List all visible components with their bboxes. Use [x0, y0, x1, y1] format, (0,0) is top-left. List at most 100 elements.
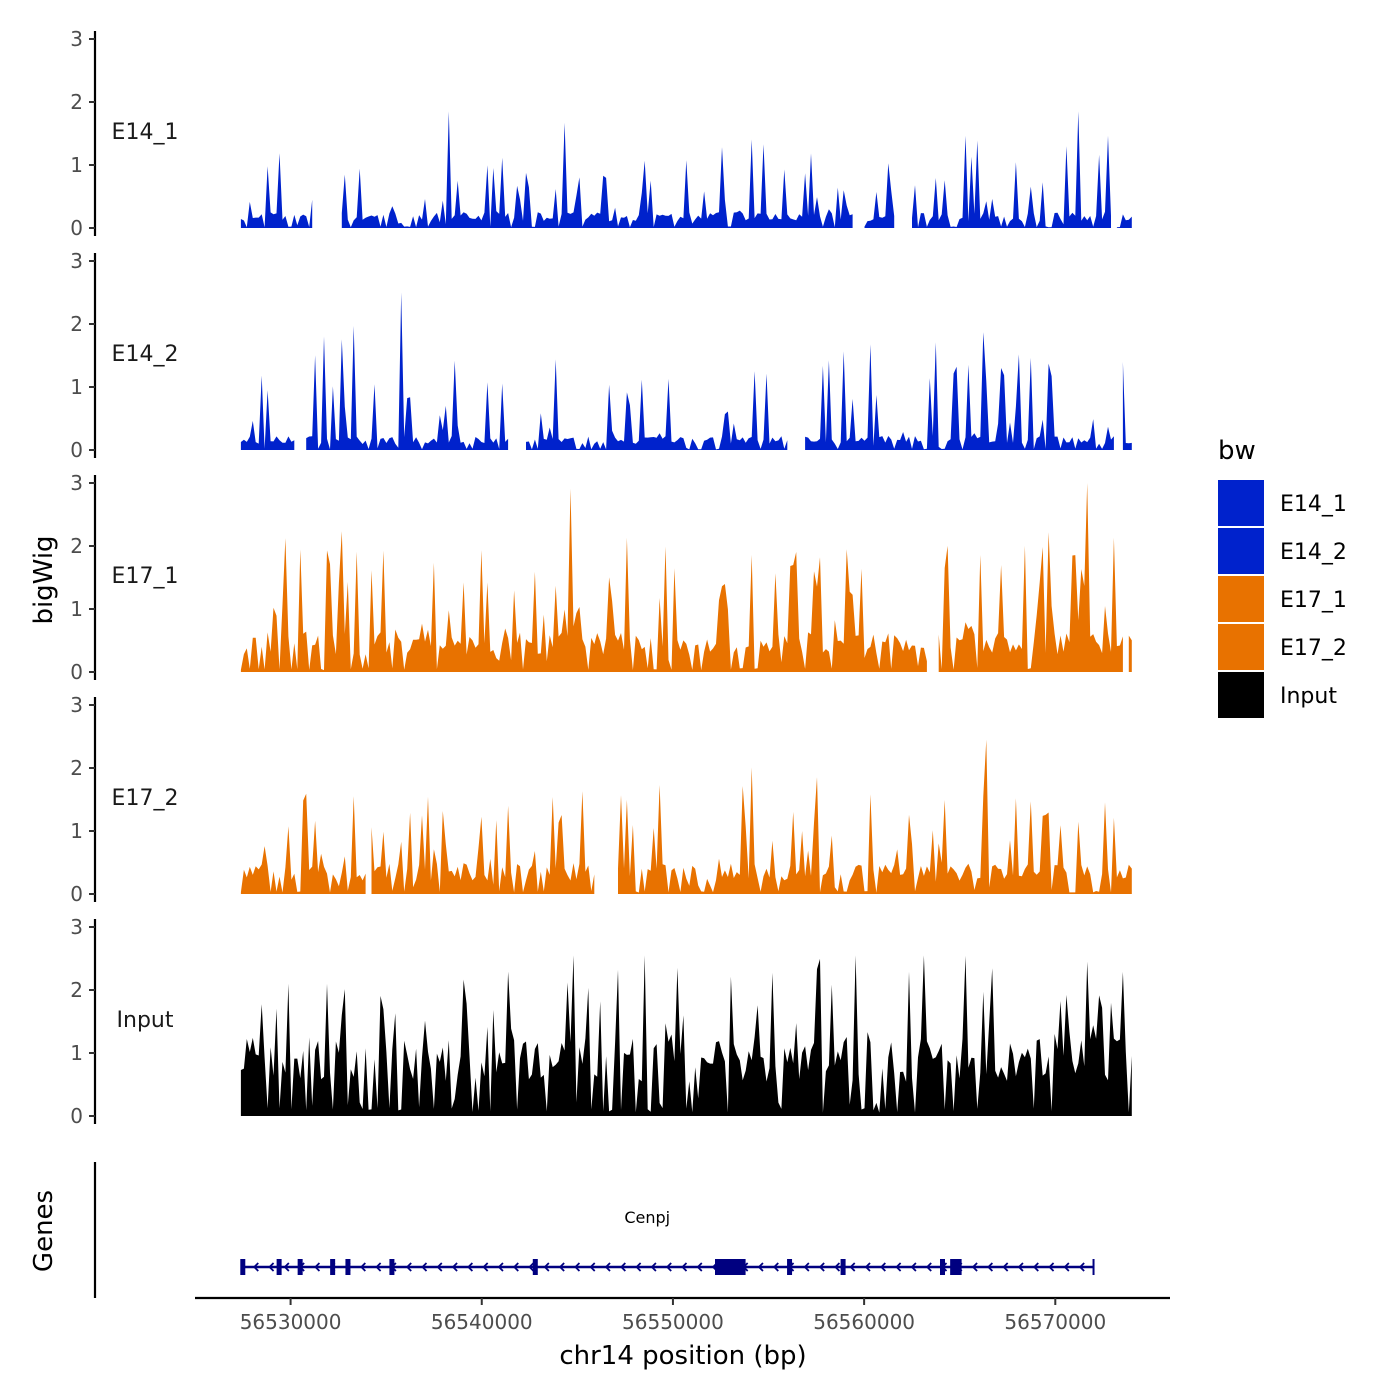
legend-label-Input: Input — [1280, 684, 1337, 709]
legend: bw E14_1 E14_2 E17_1 E17_2 Input — [1218, 436, 1347, 718]
strand-arrow — [604, 1262, 611, 1272]
y-tick-label-E14_2-1: 1 — [70, 375, 83, 399]
exon-6 — [532, 1259, 538, 1275]
strand-arrow — [558, 1262, 565, 1272]
strand-arrow — [421, 1262, 428, 1272]
strand-arrow — [1002, 1262, 1009, 1272]
legend-label-E14_2: E14_2 — [1280, 540, 1347, 565]
y-tick-label-E17_2-3: 3 — [70, 693, 83, 717]
strand-arrow — [1078, 1262, 1085, 1272]
strand-arrow — [360, 1262, 366, 1272]
y-tick-label-E17_1-1: 1 — [70, 597, 83, 621]
y-tick-label-E14_2-3: 3 — [70, 249, 83, 273]
track-E17_2: 0 1 2 3 E17_2 — [70, 693, 1132, 906]
x-tick-label-56530000: 56530000 — [240, 1310, 342, 1334]
strand-arrow — [497, 1262, 504, 1272]
signal-area-E14_2-1 — [306, 292, 509, 450]
signal-area-E17_2-0 — [240, 793, 366, 894]
y-tick-label-Input-1: 1 — [70, 1041, 83, 1065]
exon-4 — [345, 1259, 351, 1275]
strand-arrow — [803, 1262, 810, 1272]
strand-arrow — [987, 1262, 994, 1272]
strand-arrow — [467, 1262, 474, 1272]
strand-arrow — [864, 1262, 871, 1272]
legend-key-E14_2 — [1218, 528, 1264, 574]
strand-arrow — [971, 1262, 978, 1272]
y-tick-label-Input-3: 3 — [70, 915, 83, 939]
strand-arrow — [635, 1262, 642, 1272]
signal-area-E14_1-2 — [864, 163, 895, 228]
exon-0 — [240, 1259, 246, 1275]
x-tick-label-56550000: 56550000 — [622, 1310, 724, 1334]
strand-arrow — [436, 1262, 443, 1272]
y-tick-label-E14_1-3: 3 — [70, 27, 83, 51]
strand-arrow — [314, 1262, 321, 1272]
strand-arrow — [772, 1262, 779, 1272]
signal-tracks: 0 1 2 3 E14_1 0 1 2 3 E14_2 0 1 2 3 E17_1 0 1 2 3 E17_2 0 1 2 3… — [70, 27, 1132, 1128]
signal-area-E17_1-1 — [938, 483, 1123, 672]
signal-area-E14_2-0 — [240, 375, 295, 450]
legend-key-E14_1 — [1218, 480, 1264, 526]
y-tick-label-E17_2-1: 1 — [70, 819, 83, 843]
y-tick-label-E14_1-2: 2 — [70, 90, 83, 114]
exon-8 — [840, 1259, 846, 1275]
strand-arrow — [818, 1262, 825, 1272]
exon-large-1 — [950, 1259, 962, 1275]
gene-name-label: Cenpj — [624, 1208, 670, 1227]
y-tick-label-Input-2: 2 — [70, 978, 83, 1002]
signal-area-E17_1-2 — [1128, 635, 1132, 672]
signal-area-E14_2-2 — [526, 359, 788, 450]
genes-axis-title: Genes — [29, 1190, 59, 1272]
strand-arrow — [834, 1262, 841, 1272]
legend-label-E17_2: E17_2 — [1280, 636, 1347, 661]
strand-arrow — [650, 1262, 657, 1272]
strand-arrow — [1032, 1262, 1039, 1272]
strand-arrow — [268, 1262, 275, 1272]
track-label-E17_1: E17_1 — [112, 564, 179, 589]
strand-arrow — [880, 1262, 886, 1272]
signal-area-E14_2-4 — [1122, 361, 1132, 450]
track-label-E14_1: E14_1 — [112, 120, 179, 145]
strand-arrow — [925, 1262, 932, 1272]
strand-arrow — [283, 1262, 290, 1272]
strand-arrow — [696, 1262, 703, 1272]
strand-arrow — [910, 1262, 917, 1272]
track-Input: 0 1 2 3 Input — [70, 915, 1132, 1128]
x-tick-label-56570000: 56570000 — [1004, 1310, 1106, 1334]
y-tick-label-Input-0: 0 — [70, 1104, 83, 1128]
exon-7 — [787, 1259, 793, 1275]
strand-arrow — [620, 1262, 626, 1272]
y-tick-label-E17_1-2: 2 — [70, 534, 83, 558]
strand-arrow — [482, 1262, 489, 1272]
strand-arrow — [512, 1262, 519, 1272]
y-tick-label-E14_1-1: 1 — [70, 153, 83, 177]
strand-arrow — [1063, 1262, 1070, 1272]
exon-large-0 — [715, 1259, 746, 1275]
y-axis-title: bigWig — [29, 535, 59, 624]
signal-area-E14_1-0 — [240, 153, 313, 228]
strand-arrow — [252, 1262, 259, 1272]
track-E14_2: 0 1 2 3 E14_2 — [70, 249, 1132, 462]
legend-key-E17_2 — [1218, 624, 1264, 670]
strand-arrow — [375, 1262, 382, 1272]
strand-arrow — [528, 1262, 535, 1272]
strand-arrow — [1017, 1262, 1024, 1272]
track-label-Input: Input — [117, 1008, 174, 1033]
strand-arrow — [574, 1262, 581, 1272]
strand-arrow — [405, 1262, 412, 1272]
strand-arrow — [1048, 1262, 1055, 1272]
strand-arrow — [451, 1262, 458, 1272]
y-tick-label-E14_1-0: 0 — [70, 216, 83, 240]
signal-area-E14_1-3 — [912, 111, 1111, 228]
legend-title: bw — [1218, 436, 1256, 466]
y-tick-label-E17_2-2: 2 — [70, 756, 83, 780]
x-tick-label-56540000: 56540000 — [431, 1310, 533, 1334]
legend-key-Input — [1218, 672, 1264, 718]
y-tick-label-E14_2-2: 2 — [70, 312, 83, 336]
signal-area-Input-0 — [240, 955, 1132, 1116]
signal-area-E14_1-1 — [341, 111, 853, 228]
signal-area-E17_1-0 — [240, 488, 927, 672]
exon-3 — [330, 1259, 336, 1275]
strand-arrow — [589, 1262, 596, 1272]
